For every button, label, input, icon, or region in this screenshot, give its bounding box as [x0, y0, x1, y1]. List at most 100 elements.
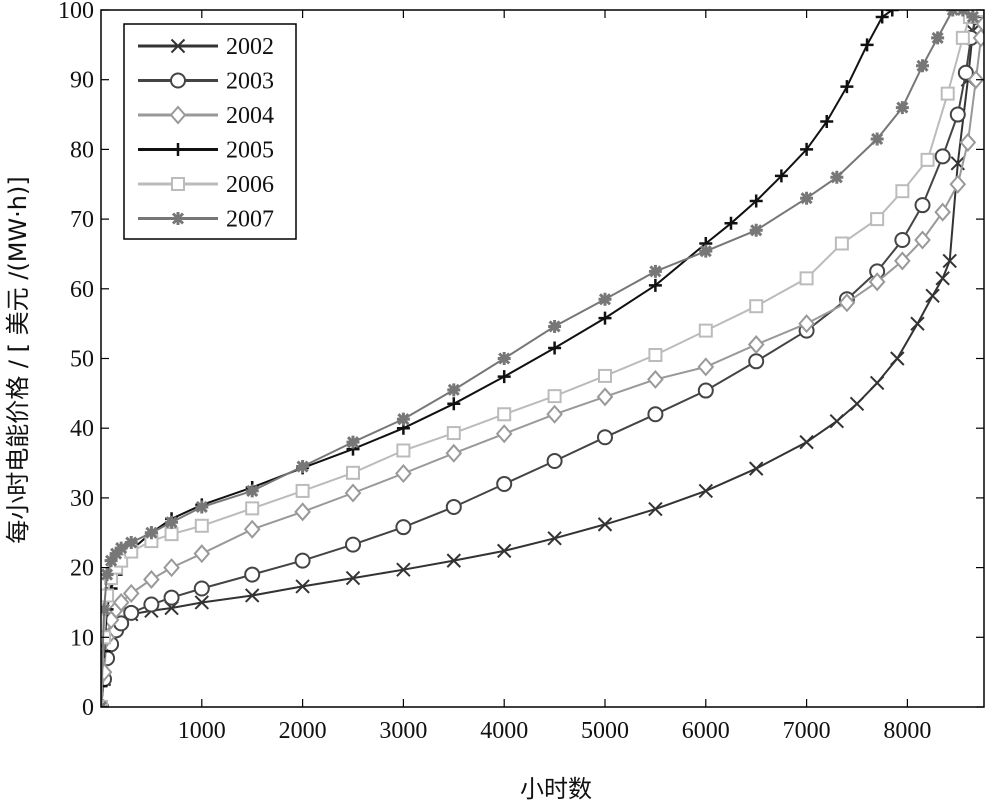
- data-point-square-marker: [597, 368, 612, 383]
- data-point-diamond-marker: [169, 105, 187, 125]
- legend-label: 2003: [226, 69, 274, 95]
- data-point-circle-marker: [596, 429, 613, 446]
- data-point-plus-marker: [885, 10, 899, 17]
- data-point-x-marker: [194, 595, 210, 610]
- y-tick-label: 40: [70, 416, 94, 442]
- data-point-square-marker: [245, 501, 260, 516]
- data-point-diamond-marker: [143, 569, 160, 589]
- y-tick-label: 70: [70, 207, 94, 233]
- data-point-asterisk-marker: [101, 568, 114, 582]
- data-point-square-marker: [497, 407, 512, 422]
- data-point-diamond-marker: [697, 357, 715, 377]
- data-point-plus-marker: [101, 679, 108, 693]
- y-tick-label: 0: [82, 695, 94, 721]
- legend-entry-2004: 2004: [138, 103, 274, 129]
- data-point-square-marker: [895, 184, 910, 199]
- data-point-diamond-marker: [193, 544, 211, 564]
- data-point-square-marker: [698, 323, 713, 338]
- data-point-diamond-marker: [596, 387, 614, 407]
- data-point-plus-marker: [648, 278, 662, 292]
- data-point-diamond-marker: [934, 202, 952, 222]
- data-point-x-marker: [396, 562, 411, 577]
- data-point-circle-marker: [344, 536, 361, 553]
- data-point-circle-marker: [163, 589, 180, 606]
- data-point-x-marker: [799, 434, 814, 450]
- data-point-asterisk-marker: [931, 31, 945, 45]
- data-point-x-marker: [295, 579, 310, 594]
- y-tick-label: 10: [70, 625, 94, 651]
- data-point-x-marker: [829, 414, 845, 429]
- legend-entry-2003: 2003: [138, 69, 274, 95]
- legend-label: 2006: [226, 172, 274, 198]
- data-point-asterisk-marker: [144, 526, 158, 540]
- data-point-square-marker: [171, 177, 185, 191]
- legend-entry-2007: 2007: [138, 207, 274, 233]
- data-point-asterisk-marker: [870, 132, 884, 146]
- data-point-square-marker: [446, 426, 461, 441]
- data-point-square-marker: [799, 271, 814, 286]
- data-point-diamond-marker: [445, 443, 463, 463]
- data-point-x-marker: [698, 483, 714, 499]
- data-point-diamond-marker: [243, 519, 261, 539]
- data-point-x-marker: [648, 501, 663, 517]
- y-tick-label: 60: [70, 277, 94, 303]
- data-point-plus-marker: [548, 341, 562, 355]
- data-point-circle-marker: [949, 106, 966, 123]
- data-point-diamond-marker: [798, 314, 815, 334]
- data-point-diamond-marker: [967, 70, 984, 90]
- data-point-asterisk-marker: [124, 536, 138, 550]
- legend-entry-2005: 2005: [138, 138, 274, 164]
- data-point-asterisk-marker: [195, 500, 209, 514]
- legend-entry-2006: 2006: [138, 172, 274, 198]
- data-point-square-marker: [940, 86, 955, 101]
- data-point-asterisk-marker: [895, 101, 909, 115]
- data-point-asterisk-marker: [245, 484, 259, 498]
- data-point-circle-marker: [546, 452, 563, 469]
- data-point-square-marker: [194, 518, 209, 533]
- data-point-plus-marker: [820, 115, 834, 129]
- data-point-circle-marker: [193, 580, 210, 597]
- y-tick-label: 90: [70, 68, 94, 94]
- data-point-circle-marker: [934, 148, 951, 165]
- data-point-diamond-marker: [838, 293, 856, 313]
- y-tick-label: 100: [58, 0, 94, 24]
- data-point-square-marker: [396, 443, 411, 458]
- x-tick-label: 8000: [883, 718, 931, 744]
- data-point-x-marker: [869, 375, 885, 391]
- data-point-x-marker: [547, 531, 562, 546]
- data-point-square-marker: [295, 483, 310, 498]
- y-tick-label: 50: [70, 347, 94, 373]
- x-tick-label: 7000: [783, 718, 831, 744]
- x-tick-label: 2000: [279, 718, 327, 744]
- data-point-plus-marker: [749, 194, 763, 208]
- data-point-plus-marker: [171, 143, 185, 156]
- series-2004: [101, 14, 984, 707]
- data-point-circle-marker: [647, 406, 664, 423]
- data-point-square-marker: [101, 588, 115, 603]
- data-point-x-marker: [446, 553, 462, 568]
- data-point-diamond-marker: [344, 483, 362, 503]
- data-point-asterisk-marker: [165, 515, 179, 529]
- data-point-x-marker: [925, 288, 940, 303]
- data-point-asterisk-marker: [598, 292, 612, 306]
- data-point-square-marker: [920, 152, 935, 167]
- legend-label: 2007: [226, 207, 274, 233]
- data-point-x-marker: [244, 588, 260, 603]
- data-point-asterisk-marker: [497, 352, 511, 365]
- data-point-asterisk-marker: [109, 547, 123, 561]
- legend-label: 2004: [226, 103, 274, 129]
- data-point-x-marker: [170, 38, 186, 54]
- y-tick-label: 20: [70, 556, 94, 582]
- data-point-circle-marker: [123, 604, 140, 621]
- data-point-square-marker: [955, 30, 970, 45]
- x-axis-title: 小时数: [520, 775, 592, 803]
- y-tick-label: 80: [70, 137, 94, 163]
- legend-label: 2002: [226, 34, 274, 60]
- data-point-diamond-marker: [868, 272, 886, 292]
- legend-entry-2002: 2002: [138, 34, 274, 60]
- data-point-x-marker: [597, 517, 613, 532]
- y-tick-label: 30: [70, 486, 94, 512]
- data-point-asterisk-marker: [648, 264, 662, 278]
- data-point-circle-marker: [914, 197, 931, 214]
